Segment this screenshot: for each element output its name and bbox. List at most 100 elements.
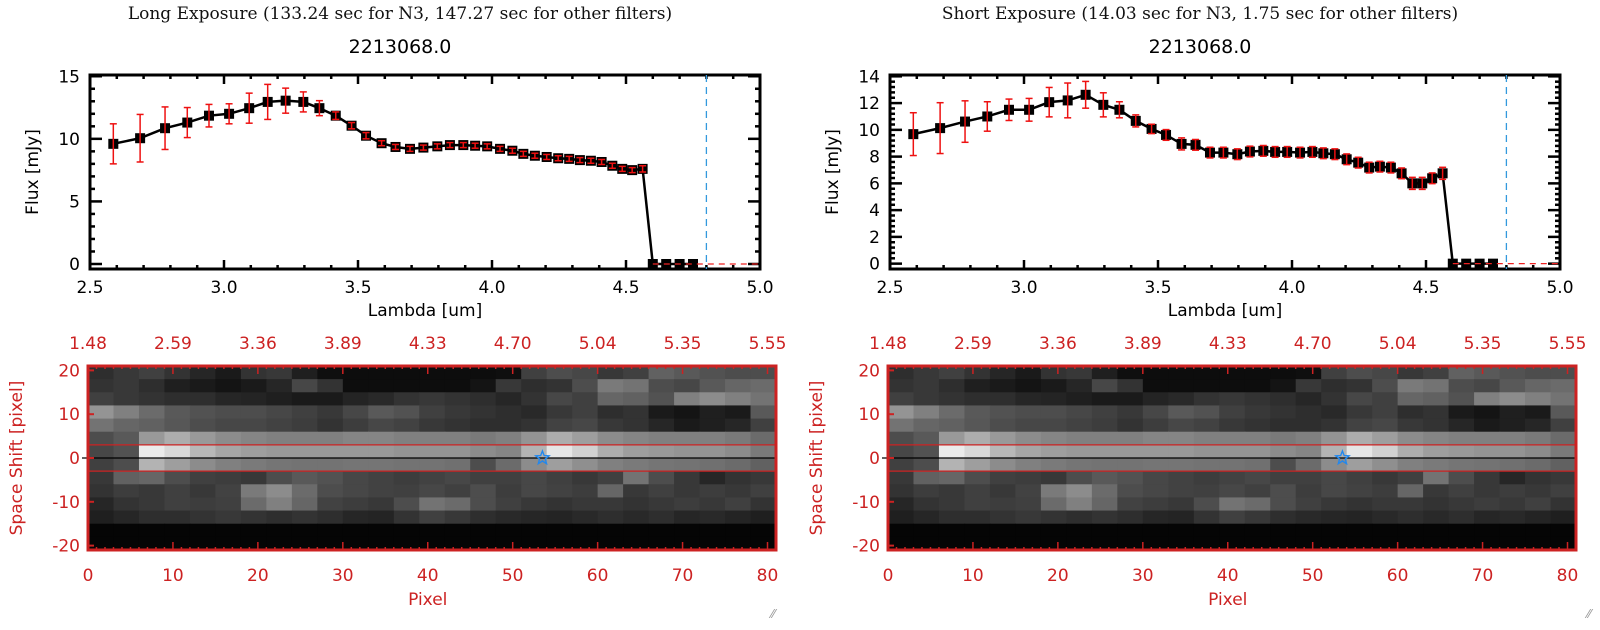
image-cell	[368, 536, 395, 551]
image-cell	[1091, 431, 1118, 446]
image-cell	[623, 497, 650, 512]
image-cell	[913, 484, 940, 499]
image-cell	[750, 471, 777, 485]
image-cell	[521, 536, 548, 551]
error-bar	[1115, 101, 1123, 119]
image-cell	[938, 405, 966, 420]
image-cell	[393, 431, 420, 446]
image-cell	[913, 366, 940, 380]
image-cell	[699, 497, 726, 512]
image-cell	[1168, 444, 1195, 459]
error-bar	[433, 143, 441, 150]
image-cell	[1499, 484, 1526, 499]
image-cell	[393, 536, 420, 551]
error-bar	[332, 111, 340, 121]
image-cell	[1040, 497, 1067, 512]
image-cell	[964, 379, 991, 393]
image-cell	[1066, 523, 1093, 538]
image-cell	[572, 458, 599, 472]
top-x-tick-label: 4.33	[409, 334, 447, 354]
image-cell	[393, 510, 420, 525]
error-bar	[1271, 145, 1279, 159]
image-cell	[342, 405, 369, 420]
image-cell	[913, 418, 940, 433]
error-bar	[282, 87, 290, 114]
image-cell	[913, 536, 940, 551]
image-cell	[113, 523, 140, 538]
error-bar	[1082, 80, 1090, 109]
long-exposure-panel: Long Exposure (133.24 sec for N3, 147.27…	[7, 4, 787, 621]
image-cell	[597, 418, 624, 433]
image-cell	[725, 431, 752, 446]
image-cell	[291, 510, 318, 525]
image-cell	[1550, 471, 1577, 485]
image-cell	[240, 379, 267, 393]
error-bar	[1418, 176, 1426, 191]
error-bar	[496, 145, 504, 153]
image-cell	[989, 418, 1017, 433]
image-cell	[725, 484, 752, 499]
error-bar	[1162, 128, 1170, 142]
image-cell	[495, 366, 522, 380]
image-cell	[938, 536, 966, 551]
image-cell	[1423, 471, 1450, 485]
image-cell	[317, 484, 344, 499]
image-cell	[1066, 510, 1093, 525]
image-cell	[1219, 366, 1246, 380]
source-star-icon	[1333, 449, 1351, 466]
y-axis-label: Space Shift [pixel]	[807, 381, 827, 536]
image-cell	[572, 536, 599, 551]
resize-grip-icon[interactable]: ⁄⁄	[1587, 607, 1592, 621]
image-cell	[291, 418, 318, 433]
image-cell	[1550, 379, 1577, 393]
image-cell	[1321, 379, 1348, 393]
image-cell	[1142, 418, 1169, 433]
resize-grip-icon[interactable]: ⁄⁄	[771, 607, 776, 621]
image-cell	[1295, 497, 1322, 512]
image-cell	[1295, 510, 1322, 525]
top-x-tick-label: 1.48	[69, 334, 107, 354]
image-cell	[938, 431, 966, 446]
image-cell	[674, 405, 701, 420]
image-cell	[725, 366, 752, 380]
image-cell	[1525, 471, 1552, 485]
top-x-tick-label: 5.55	[749, 334, 787, 354]
image-cell	[913, 431, 940, 446]
image-cell	[368, 366, 395, 380]
image-cell	[240, 523, 267, 538]
image-cell	[444, 379, 471, 393]
image-cell	[546, 536, 573, 551]
image-cell	[674, 458, 701, 472]
image-cell	[1091, 379, 1118, 393]
image-cell	[1015, 405, 1042, 420]
image-cell	[138, 497, 166, 512]
image-cell	[1117, 431, 1144, 446]
image-cell	[1525, 366, 1552, 380]
image-cell	[989, 366, 1017, 380]
x-tick-label: 40	[417, 566, 439, 586]
image-cell	[1448, 366, 1475, 380]
image-cell	[623, 418, 650, 433]
image-cell	[1040, 536, 1067, 551]
image-cell	[572, 366, 599, 380]
image-cell	[88, 366, 115, 380]
image-cell	[623, 510, 650, 525]
image-cell	[1168, 458, 1195, 472]
top-x-tick-label: 1.48	[869, 334, 907, 354]
image-cell	[521, 392, 548, 407]
image-cell	[189, 497, 217, 512]
y-tick-label: 5	[69, 192, 80, 212]
image-cell	[1499, 405, 1526, 420]
image-cell	[444, 444, 471, 459]
image-cell	[444, 510, 471, 525]
image-cell	[1168, 510, 1195, 525]
image-cell	[1270, 392, 1297, 407]
top-x-tick-label: 5.55	[1549, 334, 1587, 354]
image-cell	[572, 405, 599, 420]
image-cell	[419, 458, 446, 472]
image-cell	[699, 444, 726, 459]
image-cell	[1346, 366, 1373, 380]
spectral-image-plot: 0 10 20 30 40 50 60 70 80 1.48 2.59 3.36 3.89 4.33 4.7…	[807, 334, 1587, 610]
image-cell	[164, 458, 191, 472]
data-point	[1488, 258, 1498, 269]
